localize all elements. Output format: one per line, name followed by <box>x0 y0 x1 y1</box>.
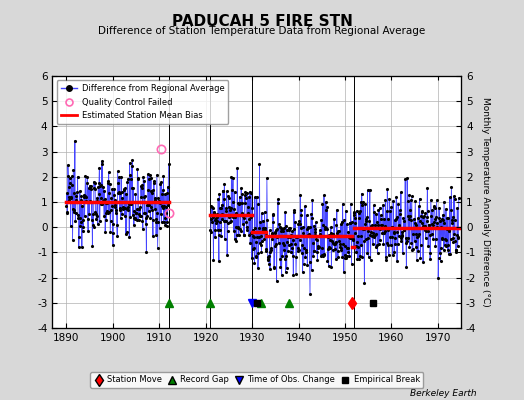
Legend: Difference from Regional Average, Quality Control Failed, Estimated Station Mean: Difference from Regional Average, Qualit… <box>57 80 228 124</box>
Text: Difference of Station Temperature Data from Regional Average: Difference of Station Temperature Data f… <box>99 26 425 36</box>
Y-axis label: Monthly Temperature Anomaly Difference (°C): Monthly Temperature Anomaly Difference (… <box>481 97 490 307</box>
Text: PADUCAH 5 FIRE STN: PADUCAH 5 FIRE STN <box>171 14 353 29</box>
Legend: Station Move, Record Gap, Time of Obs. Change, Empirical Break: Station Move, Record Gap, Time of Obs. C… <box>90 372 423 388</box>
Text: Berkeley Earth: Berkeley Earth <box>410 389 477 398</box>
